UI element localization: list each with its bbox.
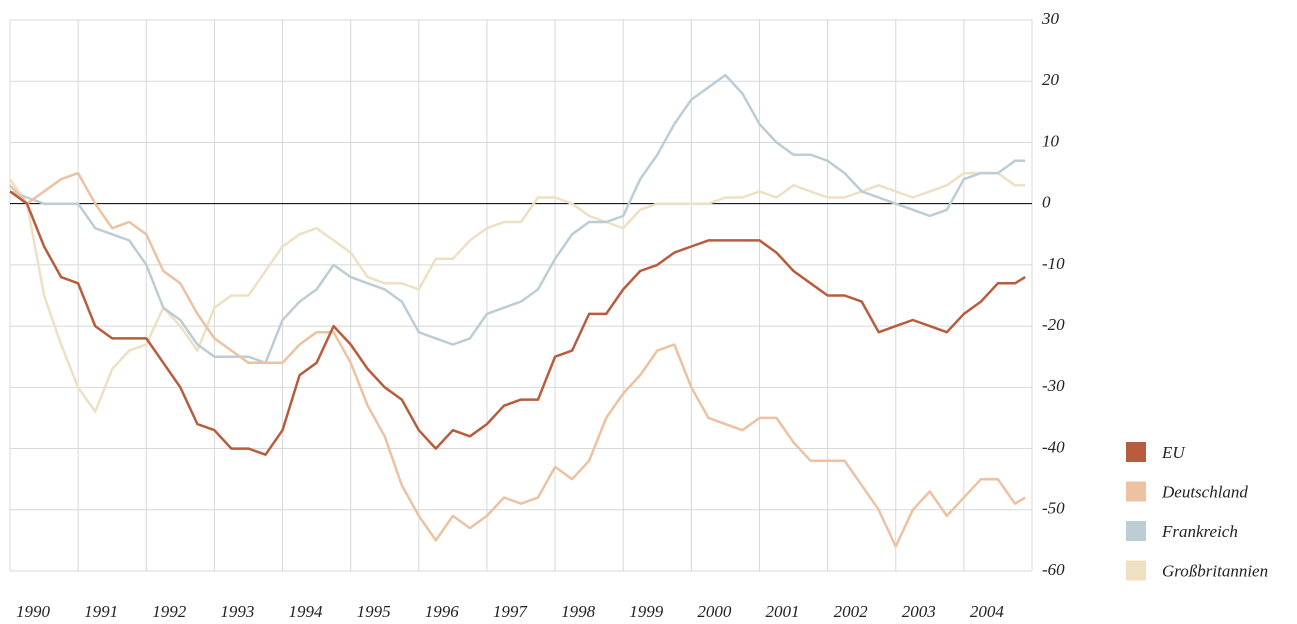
y-tick-label: -30 bbox=[1042, 376, 1065, 395]
series-line bbox=[9, 73, 1026, 365]
x-tick-label: 1992 bbox=[152, 602, 187, 621]
y-tick-label: -20 bbox=[1042, 315, 1065, 334]
legend-swatch bbox=[1126, 521, 1146, 541]
x-tick-label: 1996 bbox=[425, 602, 460, 621]
x-tick-label: 2000 bbox=[697, 602, 732, 621]
legend-swatch bbox=[1126, 442, 1146, 462]
y-tick-label: -50 bbox=[1042, 499, 1065, 518]
legend-label: Großbritannien bbox=[1162, 561, 1268, 580]
y-tick-label: -40 bbox=[1042, 437, 1065, 456]
legend-label: Frankreich bbox=[1161, 522, 1238, 541]
series-line bbox=[9, 171, 1026, 548]
series-line bbox=[8, 171, 1026, 414]
x-tick-label: 1990 bbox=[16, 602, 51, 621]
x-tick-label: 2002 bbox=[834, 602, 869, 621]
series-line bbox=[9, 190, 1026, 456]
y-tick-label: 30 bbox=[1041, 9, 1060, 28]
x-tick-label: 1995 bbox=[357, 602, 391, 621]
legend-label: Deutschland bbox=[1161, 482, 1248, 501]
x-tick-label: 1994 bbox=[289, 602, 324, 621]
y-tick-label: 10 bbox=[1042, 131, 1060, 150]
x-tick-label: 2003 bbox=[902, 602, 936, 621]
x-tick-label: 2001 bbox=[765, 602, 799, 621]
legend-swatch bbox=[1126, 560, 1146, 581]
legend-label: EU bbox=[1161, 443, 1186, 462]
x-tick-label: 2004 bbox=[970, 602, 1005, 621]
legend-swatch bbox=[1126, 481, 1146, 502]
y-tick-label: -60 bbox=[1042, 560, 1065, 579]
y-tick-label: 20 bbox=[1042, 70, 1060, 89]
y-tick-label: 0 bbox=[1042, 193, 1051, 212]
x-tick-label: 1999 bbox=[629, 602, 664, 621]
y-tick-label: -10 bbox=[1042, 254, 1065, 273]
x-tick-label: 1997 bbox=[493, 602, 529, 621]
x-tick-label: 1993 bbox=[220, 602, 254, 621]
x-tick-label: 1998 bbox=[561, 602, 596, 621]
x-tick-label: 1991 bbox=[84, 602, 118, 621]
